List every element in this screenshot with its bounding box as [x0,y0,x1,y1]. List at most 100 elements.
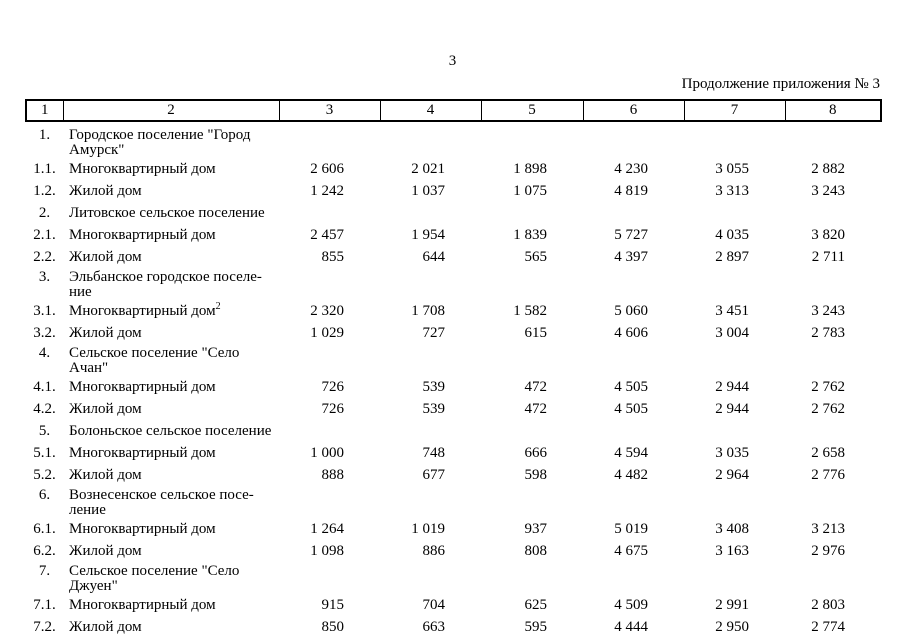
value-cell: 644 [422,249,446,265]
row-number-cell: 1. [26,121,63,159]
value-cell [279,421,380,443]
column-header: 7 [683,99,786,122]
value-cell: 1 242 [310,183,344,199]
value-cell: 666 [524,445,548,461]
value-cell: 937 [524,521,548,537]
value-cell: 595 [524,619,548,635]
row-name: Литовское сельское поселение [69,205,265,221]
value-cell: 1 839 [513,227,547,243]
row-name: Жилой дом [69,249,142,265]
row-number: 4.1. [33,379,56,395]
value-cell: 4 035 [715,227,749,243]
value-cell: 2 606 [310,161,344,177]
row-name: Сельское поселение "Село Ачан" [69,345,240,376]
value-cell: 2 774 [811,619,845,635]
table-row: 6. Вознесенское сельское посе- ление [26,487,881,519]
value-cell: 539 [422,401,446,417]
row-number-cell: 3. [26,269,63,301]
row-number-cell: 7. [26,563,63,595]
value-cell [583,487,684,519]
value-cell: 886 [422,543,446,559]
value-cell: 663 [422,619,446,635]
value-cell [481,203,583,225]
row-number: 4.2. [33,401,56,417]
row-number-cell: 4.1. [26,377,63,399]
value-cell [785,563,881,595]
row-number: 2. [38,205,51,221]
value-cell [583,563,684,595]
table-row: 2. Литовское сельское поселение [26,203,881,225]
value-cell: 2 950 [715,619,749,635]
value-cell [785,203,881,225]
row-name-cell: Многоквартирный дом [63,377,279,399]
value-cell: 2 803 [811,597,845,613]
value-cell: 3 035 [715,445,749,461]
row-number-cell: 2. [26,203,63,225]
table-row: 6.1. Многоквартирный дом 1 264 1 019 937… [26,519,881,541]
row-number: 1. [38,127,51,143]
value-cell: 2 783 [811,325,845,341]
row-name: Жилой дом [69,325,142,341]
row-number-cell: 5. [26,421,63,443]
value-cell [684,121,785,159]
value-cell: 3 820 [811,227,845,243]
value-cell: 4 675 [614,543,648,559]
value-cell: 2 457 [310,227,344,243]
row-name: Сельское поселение "Село Джуен" [69,563,240,594]
value-cell: 5 060 [614,303,648,319]
row-number-cell: 3.2. [26,323,63,345]
table-row: 4.2. Жилой дом 726 539 472 4 505 2 944 2… [26,399,881,421]
column-header: 2 [62,99,280,122]
row-number: 5. [38,423,51,439]
row-number: 6.2. [33,543,56,559]
value-cell [380,269,481,301]
value-cell [481,345,583,377]
value-cell [684,345,785,377]
table-row: 5.2. Жилой дом 888 677 598 4 482 2 964 2… [26,465,881,487]
value-cell [684,203,785,225]
value-cell: 1 264 [310,521,344,537]
row-name: Жилой дом [69,543,142,559]
row-number-cell: 2.1. [26,225,63,247]
row-name-cell: Эльбанское городское поселе- ние [63,269,279,301]
row-name: Жилой дом [69,619,142,635]
value-cell: 2 776 [811,467,845,483]
row-name: Болоньское сельское поселение [69,423,272,439]
row-name: Многоквартирный дом [69,303,216,319]
row-name-cell: Жилой дом [63,465,279,487]
row-name: Многоквартирный дом [69,521,216,537]
value-cell: 3 313 [715,183,749,199]
value-cell: 4 397 [614,249,648,265]
value-cell [684,269,785,301]
value-cell: 1 000 [310,445,344,461]
value-cell: 888 [321,467,345,483]
row-name-cell: Жилой дом [63,323,279,345]
row-name: Жилой дом [69,401,142,417]
value-cell [380,203,481,225]
value-cell [279,121,380,159]
table-row: 7. Сельское поселение "Село Джуен" [26,563,881,595]
value-cell: 3 055 [715,161,749,177]
row-name: Жилой дом [69,467,142,483]
value-cell: 4 505 [614,379,648,395]
row-number: 3.1. [33,303,56,319]
row-name-cell: Многоквартирный дом [63,519,279,541]
row-name-cell: Жилой дом [63,247,279,269]
value-cell: 2 762 [811,379,845,395]
column-header: 1 [25,99,64,122]
table-body: 1. Городское поселение "Город Амурск" 1.… [26,121,881,639]
value-cell [684,563,785,595]
table-row: 4. Сельское поселение "Село Ачан" [26,345,881,377]
table-row: 3.2. Жилой дом 1 029 727 615 4 606 3 004… [26,323,881,345]
value-cell [583,121,684,159]
row-number: 2.1. [33,227,56,243]
value-cell: 565 [524,249,548,265]
row-name: Многоквартирный дом [69,597,216,613]
value-cell [583,203,684,225]
column-header: 3 [278,99,381,122]
value-cell: 4 230 [614,161,648,177]
row-number-cell: 4.2. [26,399,63,421]
value-cell: 4 505 [614,401,648,417]
row-number: 4. [38,345,51,361]
